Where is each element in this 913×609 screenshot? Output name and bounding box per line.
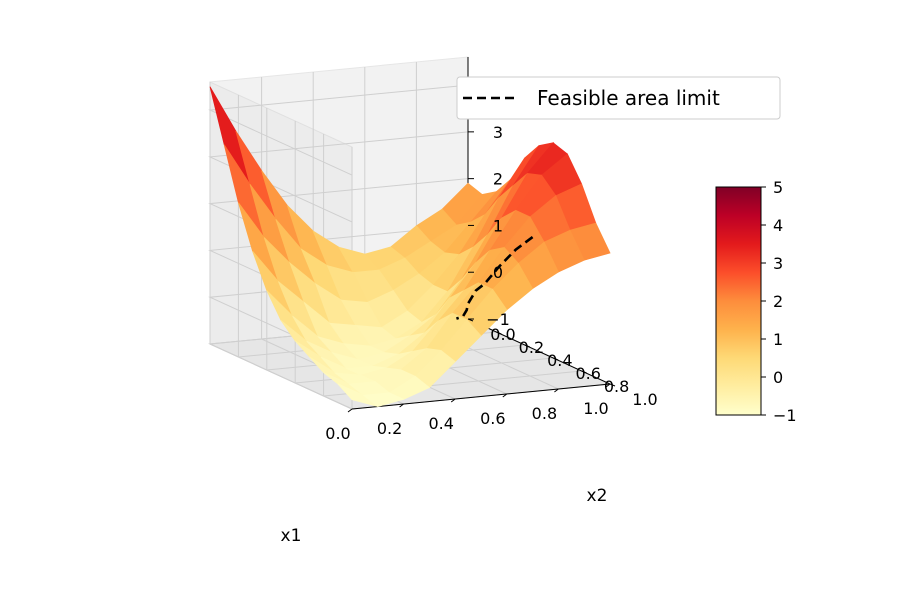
z-tick-label: −1	[486, 310, 510, 329]
feasible-limit-line	[456, 236, 534, 320]
x1-tick-mark	[399, 403, 404, 408]
x1-tick-label: 1.0	[583, 399, 608, 418]
feasible-limit-group	[456, 236, 534, 320]
tick-labels: 0.0 0.2 0.4 0.6 0.8 1.00.00.20.40.60.81.0−101…	[325, 76, 657, 443]
legend-box	[456, 76, 781, 120]
x2-tick-label: 0.6	[575, 364, 600, 383]
colorbar-tick-label: 1	[773, 330, 783, 349]
x1-tick-mark	[554, 388, 559, 393]
colorbar-tick-label: 0	[773, 368, 783, 387]
x1-tick-mark	[502, 393, 508, 398]
x1-tick-label: 0.8	[532, 404, 557, 423]
x2-tick-label: 0.2	[519, 338, 544, 357]
x1-tick-label: 0.4	[428, 414, 453, 433]
x2-tick-mark	[524, 344, 530, 348]
x1-tick-label: 0.0	[325, 424, 350, 443]
colorbar-bar	[715, 186, 762, 416]
y-axis-label: x2	[587, 486, 608, 506]
x2-tick-mark	[553, 357, 559, 361]
colorbar-tick-label: 5	[773, 178, 783, 197]
x-axis-label: x1	[281, 526, 302, 546]
colorbar: −1 0 1 2 3 4 5	[715, 178, 797, 425]
x1-tick-label: 0.2	[377, 419, 402, 438]
surface-patch	[362, 392, 405, 407]
colorbar-tick-label: 2	[773, 292, 783, 311]
x2-tick-mark	[581, 370, 587, 374]
x2-tick-label: 0.0	[490, 325, 515, 344]
x2-tick-mark	[496, 331, 502, 335]
x2-tick-label: 0.4	[547, 351, 572, 370]
legend: Feasible area limit	[456, 76, 781, 120]
z-grid	[208, 84, 469, 176]
x1-tick-mark	[450, 398, 456, 403]
z-tick-label: 1	[493, 216, 503, 235]
x1-axis-line	[351, 383, 611, 410]
colorbar-tick-label: 3	[773, 254, 783, 273]
x1-tick-label: 0.6	[480, 409, 505, 428]
x2-tick-mark	[609, 383, 616, 387]
x2-tick-label: 0.8	[604, 377, 629, 396]
colorbar-tick-label: 4	[773, 216, 783, 235]
x1-tick-mark	[605, 383, 611, 388]
z-grid	[208, 131, 469, 223]
z-tick-label: 0	[493, 263, 503, 282]
x2-tick-label: 1.0	[632, 390, 657, 409]
legend-entry-label: Feasible area limit	[537, 86, 720, 110]
z-tick-label: 2	[493, 170, 503, 189]
colorbar-tick-label: −1	[773, 406, 797, 425]
z-tick-label: 3	[493, 123, 503, 142]
x1-tick-mark	[347, 408, 353, 413]
surface-plot	[209, 86, 611, 407]
axis-labels: x1 x2	[281, 486, 608, 546]
